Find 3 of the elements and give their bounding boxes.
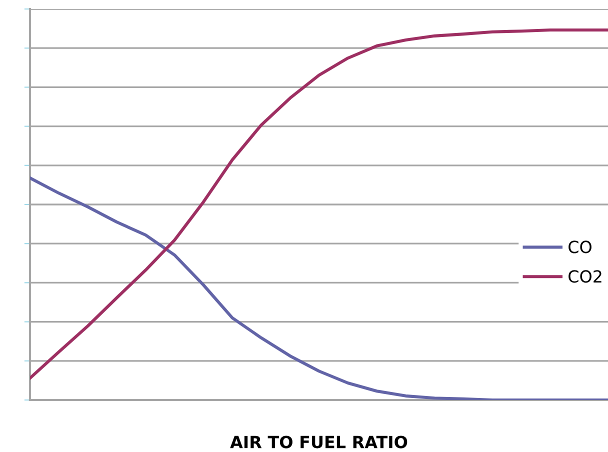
legend-label: CO2 bbox=[568, 270, 602, 283]
legend-label: CO bbox=[568, 240, 592, 254]
x-axis-title: AIR TO FUEL RATIO bbox=[230, 436, 408, 448]
